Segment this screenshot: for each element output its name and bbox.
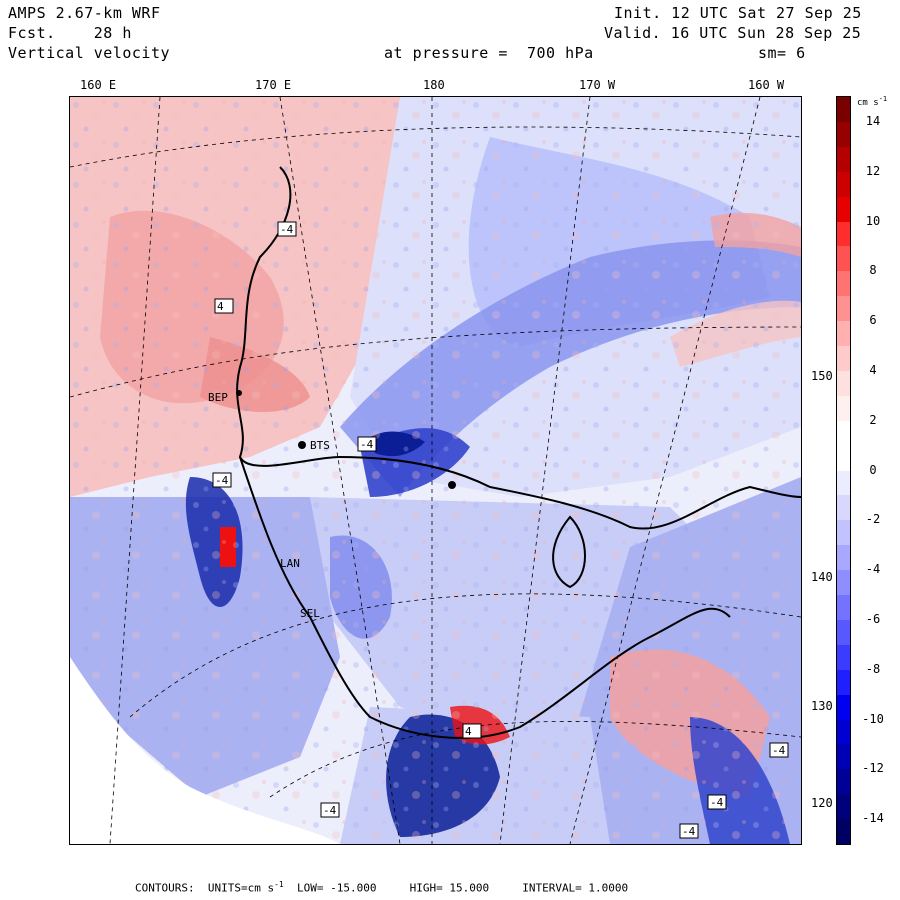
footer-high: HIGH= 15.000: [409, 881, 490, 895]
colorbar-tick-label: -10: [862, 711, 884, 726]
colorbar-tick-label: -8: [865, 661, 881, 676]
graticule: [70, 97, 801, 844]
contour-label-4: -4: [215, 474, 229, 487]
map-canvas: BTS LAN SEL BEP -4 4 -4 -4 4 -4 -4 -4 -4: [70, 97, 801, 844]
colorbar-segment: [837, 769, 850, 795]
colorbar-segment: [837, 395, 850, 422]
colorbar: [836, 96, 851, 845]
colorbar-segment: [837, 520, 850, 546]
colorbar-unit-text: cm s: [857, 98, 879, 108]
lon-label-170e: 170 E: [255, 78, 292, 92]
station-label-sel: SEL: [300, 607, 320, 620]
contour-label-5: 4: [465, 725, 472, 738]
colorbar-segment: [837, 271, 850, 297]
vertical-velocity-map: BTS LAN SEL BEP -4 4 -4 -4 4 -4 -4 -4 -4: [69, 96, 802, 845]
forecast-value: 28 h: [93, 24, 132, 42]
station-bep-marker: [236, 390, 242, 396]
colorbar-tick-label: -12: [862, 761, 884, 776]
colorbar-segment: [837, 694, 850, 720]
colorbar-unit-exp: -1: [878, 95, 888, 103]
colorbar-segment: [837, 346, 850, 372]
island-outline: [552, 515, 586, 589]
footer-units: UNITS=cm s: [207, 881, 275, 895]
colorbar-segment: [837, 644, 850, 671]
colorbar-segment: [837, 97, 850, 123]
colorbar-tick-label: -4: [865, 562, 881, 577]
model-title: AMPS 2.67-km WRF: [8, 4, 161, 22]
colorbar-segment: [837, 794, 850, 820]
forecast-hour: Fcst. 28 h: [8, 24, 132, 42]
colorbar-tick-label: 12: [865, 163, 881, 178]
pressure-level: at pressure = 700 hPa: [384, 44, 594, 62]
valid-time: Valid. 16 UTC Sun 28 Sep 25: [604, 24, 862, 42]
colorbar-segment: [837, 296, 850, 322]
colorbar-unit: cm s-1: [857, 95, 887, 108]
footer-units-exp: -1: [274, 880, 284, 889]
colorbar-segment: [837, 595, 850, 621]
colorbar-segment: [837, 370, 850, 397]
field-texture: [70, 97, 801, 844]
contour-label-3: -4: [360, 438, 374, 451]
contour-label-9: -4: [323, 804, 337, 817]
colorbar-tick-label: 4: [869, 362, 877, 377]
colorbar-tick-label: 2: [869, 412, 877, 427]
colorbar-segment: [837, 495, 850, 521]
forecast-label: Fcst.: [8, 24, 56, 42]
colorbar-segment: [837, 819, 850, 845]
colorbar-segment: [837, 321, 850, 347]
colorbar-segment: [837, 570, 850, 596]
contour-label-2: 4: [217, 300, 224, 313]
coastline: [236, 166, 801, 530]
colorbar-segment: [837, 221, 850, 247]
colorbar-segment: [837, 719, 850, 745]
colorbar-tick-label: 8: [869, 263, 877, 278]
lon-label-170w: 170 W: [579, 78, 616, 92]
variable-name: Vertical velocity: [8, 44, 171, 62]
coastline-2: [239, 456, 731, 739]
colorbar-segment: [837, 146, 850, 173]
colorbar-tick-label: 14: [865, 113, 881, 128]
colorbar-segment: [837, 420, 850, 447]
init-time: Init. 12 UTC Sat 27 Sep 25: [614, 4, 862, 22]
colorbar-tick-label: 0: [869, 462, 877, 477]
no-data-area: [70, 657, 340, 844]
station-marker-2: [448, 481, 456, 489]
colorbar-segment: [837, 669, 850, 696]
colorbar-segment: [837, 545, 850, 571]
lon-label-180: 180: [423, 78, 445, 92]
colorbar-tick-label: 6: [869, 313, 877, 328]
colorbar-segment: [837, 744, 850, 770]
footer: CONTOURS: UNITS=cm s-1 LOW= -15.000 HIGH…: [135, 880, 628, 895]
colorbar-segment: [837, 171, 850, 198]
colorbar-segment: [837, 445, 850, 471]
colorbar-segment: [837, 246, 850, 272]
footer-low: LOW= -15.000: [296, 881, 377, 895]
footer-interval: INTERVAL= 1.0000: [522, 881, 629, 895]
colorbar-segment: [837, 470, 850, 496]
station-label-bep: BEP: [208, 391, 228, 404]
station-label-bts: BTS: [310, 439, 330, 452]
footer-contours-label: CONTOURS:: [135, 881, 195, 895]
contour-label-8: -4: [682, 825, 696, 838]
colorbar-segment: [837, 196, 850, 222]
lon-label-160w: 160 W: [748, 78, 785, 92]
contour-labels: -4 4 -4 -4 4 -4 -4 -4 -4: [212, 221, 789, 839]
smoothing-value: sm= 6: [758, 44, 806, 62]
colorbar-tick-label: 10: [865, 213, 881, 228]
contour-label-7: -4: [710, 796, 724, 809]
colorbar-tick-label: -2: [865, 512, 881, 527]
colorbar-segment: [837, 121, 850, 148]
colorbar-segment: [837, 619, 850, 646]
contour-label-6: -4: [772, 744, 786, 757]
colorbar-tick-label: -14: [862, 811, 884, 826]
lon-label-160e: 160 E: [80, 78, 117, 92]
station-label-lan: LAN: [280, 557, 300, 570]
colorbar-tick-label: -6: [865, 611, 881, 626]
contour-label-1: -4: [280, 223, 294, 236]
station-bts-marker: [298, 441, 306, 449]
